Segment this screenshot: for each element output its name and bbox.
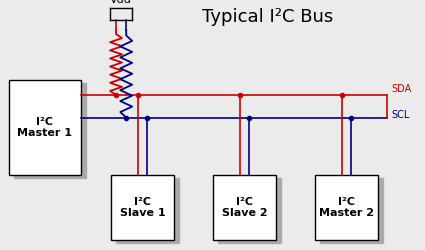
FancyBboxPatch shape — [110, 175, 174, 240]
Text: Vdd: Vdd — [110, 0, 132, 5]
FancyBboxPatch shape — [314, 175, 378, 240]
Text: SCL: SCL — [391, 110, 409, 120]
Text: I²C
Slave 2: I²C Slave 2 — [221, 197, 267, 218]
FancyBboxPatch shape — [212, 175, 276, 240]
Text: Typical I²C Bus: Typical I²C Bus — [202, 8, 333, 26]
Text: SDA: SDA — [391, 84, 411, 94]
FancyBboxPatch shape — [8, 80, 81, 175]
FancyBboxPatch shape — [320, 178, 383, 243]
FancyBboxPatch shape — [14, 83, 86, 178]
Text: I²C
Master 2: I²C Master 2 — [319, 197, 374, 218]
Text: I²C
Master 1: I²C Master 1 — [17, 117, 72, 138]
FancyBboxPatch shape — [116, 178, 179, 243]
Text: I²C
Slave 1: I²C Slave 1 — [119, 197, 165, 218]
FancyBboxPatch shape — [218, 178, 281, 243]
